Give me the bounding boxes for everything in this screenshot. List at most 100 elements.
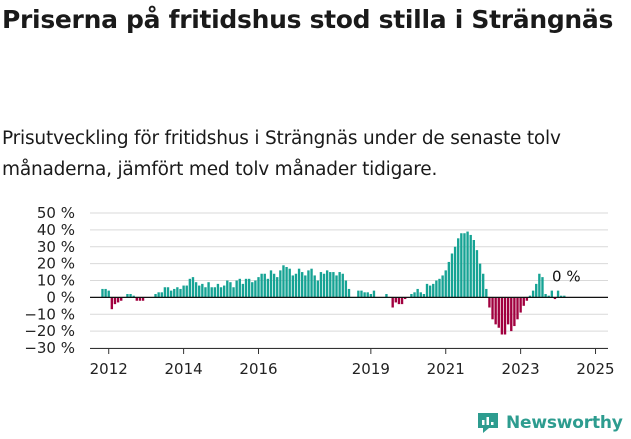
bar	[126, 294, 129, 298]
bar	[344, 280, 348, 298]
bar	[366, 292, 369, 298]
bar	[372, 290, 376, 298]
bar	[307, 270, 310, 298]
bar	[503, 297, 507, 335]
bar	[541, 277, 544, 298]
bar	[416, 288, 419, 298]
bar	[310, 268, 313, 298]
bar	[338, 272, 341, 298]
bar	[413, 292, 416, 298]
bar	[425, 283, 429, 298]
bar	[104, 288, 107, 298]
bar	[176, 287, 179, 298]
bar	[198, 285, 201, 298]
bar	[494, 297, 497, 325]
bar	[282, 265, 285, 298]
x-tick-label: 2012	[90, 360, 128, 378]
bar	[481, 273, 485, 298]
y-tick-label: 40 %	[37, 221, 75, 239]
bar	[101, 288, 104, 298]
bar	[560, 295, 563, 298]
bar	[363, 292, 366, 298]
bar	[129, 294, 132, 298]
bar	[163, 287, 167, 298]
x-tick-label: 2023	[502, 360, 540, 378]
bar	[347, 288, 351, 298]
bar	[272, 273, 276, 298]
bar	[410, 294, 413, 298]
bar	[453, 246, 457, 298]
y-tick-label: −10 %	[24, 305, 75, 323]
bar	[182, 285, 185, 298]
x-tick-label: 2014	[165, 360, 203, 378]
bar	[360, 290, 363, 298]
bar-chart: 50 %40 %30 %20 %10 %0 %−10 %−20 %−30 %20…	[24, 204, 614, 378]
bar	[335, 275, 338, 298]
bar	[179, 288, 182, 298]
bar	[475, 250, 479, 298]
bar	[188, 278, 192, 298]
bar	[107, 290, 110, 298]
bar	[513, 297, 516, 327]
y-tick-label: 50 %	[37, 204, 75, 222]
bar	[213, 287, 217, 298]
bar	[194, 282, 198, 298]
bar	[247, 278, 251, 298]
bar	[403, 297, 407, 300]
bar	[528, 295, 532, 298]
bar	[251, 282, 254, 298]
bar	[276, 277, 279, 298]
bar	[469, 234, 472, 298]
bar	[141, 297, 145, 301]
y-tick-label: 30 %	[37, 238, 75, 256]
bar	[369, 294, 373, 298]
bar	[269, 270, 273, 298]
bar	[216, 283, 220, 298]
bar	[116, 297, 120, 303]
y-tick-label: −20 %	[24, 322, 75, 340]
bar	[485, 288, 488, 298]
bar	[441, 275, 444, 298]
bar	[400, 297, 404, 305]
bar	[422, 294, 426, 298]
bar	[244, 278, 248, 298]
bar	[466, 231, 469, 298]
bar	[435, 280, 438, 298]
bar	[531, 290, 535, 298]
bar	[238, 278, 241, 298]
bar	[113, 297, 117, 305]
bar	[519, 297, 522, 313]
bar	[438, 278, 441, 298]
bar	[322, 273, 326, 298]
bar	[506, 297, 510, 325]
bar	[304, 275, 307, 298]
bar	[444, 270, 447, 298]
bar	[544, 294, 547, 298]
bar	[166, 287, 170, 298]
bar	[266, 278, 270, 298]
bar	[553, 297, 557, 300]
bar	[538, 273, 541, 298]
bar	[391, 297, 394, 308]
bar	[110, 297, 114, 310]
bar	[463, 233, 466, 298]
bar	[226, 280, 229, 298]
bar	[500, 297, 504, 335]
bar	[357, 290, 360, 298]
bar	[157, 292, 160, 298]
bar	[260, 273, 263, 298]
page-title: Priserna på fritidshus stod stilla i Str…	[2, 5, 614, 34]
bar	[210, 287, 213, 298]
x-tick-label: 2016	[239, 360, 277, 378]
bar	[120, 297, 123, 301]
chart-subtitle: Prisutveckling för fritidshus i Strängnä…	[2, 128, 561, 180]
bar	[319, 272, 323, 298]
bar	[191, 277, 195, 298]
bar	[263, 273, 266, 298]
bar	[316, 280, 319, 298]
x-tick-label: 2025	[576, 360, 614, 378]
bar	[135, 297, 138, 301]
bar	[138, 297, 142, 301]
y-tick-label: 0 %	[46, 288, 75, 306]
bar	[488, 297, 491, 308]
